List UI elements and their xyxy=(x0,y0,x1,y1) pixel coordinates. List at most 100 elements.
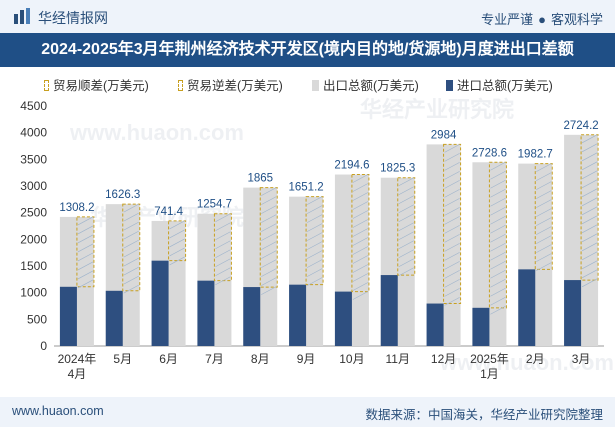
legend-item-export: 出口总额(万美元) xyxy=(312,75,419,94)
surplus-band xyxy=(305,196,324,286)
surplus-hatch xyxy=(352,255,369,264)
watermark-2: www.huaon.com xyxy=(70,120,244,145)
surplus-hatch xyxy=(123,266,139,276)
surplus-hatch xyxy=(444,252,460,261)
surplus-hatch xyxy=(261,259,277,268)
surplus-band xyxy=(76,216,95,288)
tagline: 专业严谨 ● 客观科学 xyxy=(481,9,603,28)
surplus-hatch xyxy=(581,143,598,153)
legend-item-deficit: 贸易逆差(万美元) xyxy=(178,75,283,94)
surplus-hatch xyxy=(261,223,277,232)
legend-label-export: 出口总额(万美元) xyxy=(323,79,419,93)
surplus-data-label: 2984 xyxy=(431,129,457,141)
brand-name: 华经情报网 xyxy=(38,10,108,26)
surplus-hatch xyxy=(581,215,598,225)
bottom-bar: www.huaon.com 数据来源：中国海关，华经产业研究院整理 xyxy=(0,397,615,427)
surplus-hatch xyxy=(215,267,231,276)
surplus-hatch xyxy=(261,286,277,295)
chart-plot: 0 500 1000 1500 2000 2500 3000 3500 4000 4500 1308… xyxy=(20,99,604,381)
surplus-hatch xyxy=(536,181,552,190)
surplus-hatch xyxy=(398,231,414,240)
import-bar xyxy=(472,307,490,346)
x-tick-label: 9月 xyxy=(297,352,316,366)
surplus-hatch xyxy=(444,153,460,162)
surplus-hatch xyxy=(444,225,460,234)
surplus-hatch xyxy=(169,238,185,248)
surplus-hatch xyxy=(581,233,598,243)
x-tick-label: 4月 xyxy=(68,367,87,381)
legend-label-deficit: 贸易逆差(万美元) xyxy=(187,79,283,93)
surplus-hatch xyxy=(352,264,369,273)
surplus-band xyxy=(488,161,507,309)
surplus-hatch xyxy=(581,179,598,189)
surplus-hatch xyxy=(261,241,277,250)
footer-url[interactable]: www.huaon.com xyxy=(12,404,104,418)
tagline-separator: ● xyxy=(538,12,546,27)
x-tick-label: 10月 xyxy=(339,352,364,366)
surplus-hatch xyxy=(261,277,277,286)
import-bar xyxy=(518,269,536,346)
surplus-hatch xyxy=(123,239,139,249)
surplus-hatch xyxy=(306,223,323,232)
surplus-hatch xyxy=(490,207,506,216)
surplus-data-label: 1982.7 xyxy=(518,149,553,161)
surplus-hatch xyxy=(536,199,552,208)
y-tick-label: 2000 xyxy=(20,232,47,246)
surplus-band xyxy=(122,203,141,292)
surplus-hatch xyxy=(581,251,598,261)
x-tick-label: 12月 xyxy=(431,352,456,366)
legend-swatch-import xyxy=(446,80,453,92)
surplus-hatch xyxy=(77,279,94,289)
surplus-hatch xyxy=(398,213,414,222)
surplus-hatch xyxy=(581,260,598,270)
surplus-hatch xyxy=(306,214,323,223)
tagline-right: 客观科学 xyxy=(550,12,603,27)
surplus-hatch xyxy=(398,222,414,231)
surplus-hatch xyxy=(215,258,231,267)
x-tick-label: 5月 xyxy=(113,352,132,366)
surplus-hatch xyxy=(77,234,94,244)
surplus-hatch xyxy=(444,180,460,189)
surplus-hatch xyxy=(352,273,369,282)
surplus-hatch xyxy=(490,270,506,279)
surplus-hatch xyxy=(536,172,552,181)
import-bar xyxy=(151,260,169,346)
surplus-band xyxy=(397,177,416,276)
surplus-hatch xyxy=(77,243,94,253)
surplus-hatch xyxy=(444,198,460,207)
surplus-hatch xyxy=(490,216,506,225)
surplus-hatch xyxy=(490,198,506,207)
surplus-hatch xyxy=(398,258,414,267)
surplus-hatch xyxy=(398,240,414,249)
x-tick-label: 3月 xyxy=(572,352,591,366)
surplus-hatch xyxy=(490,297,506,306)
surplus-hatch xyxy=(490,279,506,288)
surplus-data-label: 2194.6 xyxy=(334,160,369,172)
surplus-hatch xyxy=(123,275,139,285)
legend-label-import: 进口总额(万美元) xyxy=(457,79,553,93)
surplus-hatch xyxy=(398,195,414,204)
surplus-hatch xyxy=(581,242,598,252)
surplus-hatch xyxy=(444,261,460,270)
surplus-data-label: 2724.2 xyxy=(563,120,598,132)
surplus-hatch xyxy=(581,134,598,144)
surplus-hatch xyxy=(536,226,552,235)
surplus-data-label: 1865 xyxy=(247,173,273,185)
chart-title: 2024-2025年3月年荆州经济技术开发区(境内目的地/货源地)月度进出口差额 xyxy=(0,33,615,67)
surplus-hatch xyxy=(490,243,506,252)
surplus-hatch xyxy=(444,171,460,180)
chart-legend: 贸易顺差(万美元) 贸易逆差(万美元) 出口总额(万美元) 进口总额(万美元) xyxy=(0,72,615,94)
legend-swatch-deficit xyxy=(178,80,183,92)
surplus-data-label: 1825.3 xyxy=(380,163,415,175)
legend-swatch-export xyxy=(312,80,319,92)
y-tick-label: 4500 xyxy=(20,99,47,113)
surplus-hatch xyxy=(306,232,323,241)
surplus-hatch xyxy=(581,278,598,288)
legend-item-surplus: 贸易顺差(万美元) xyxy=(44,75,149,94)
surplus-hatch xyxy=(581,188,598,198)
surplus-data-label: 1626.3 xyxy=(105,189,140,201)
legend-label-surplus: 贸易顺差(万美元) xyxy=(53,79,149,93)
surplus-hatch xyxy=(398,186,414,195)
surplus-hatch xyxy=(306,250,323,259)
surplus-hatch xyxy=(352,237,369,246)
